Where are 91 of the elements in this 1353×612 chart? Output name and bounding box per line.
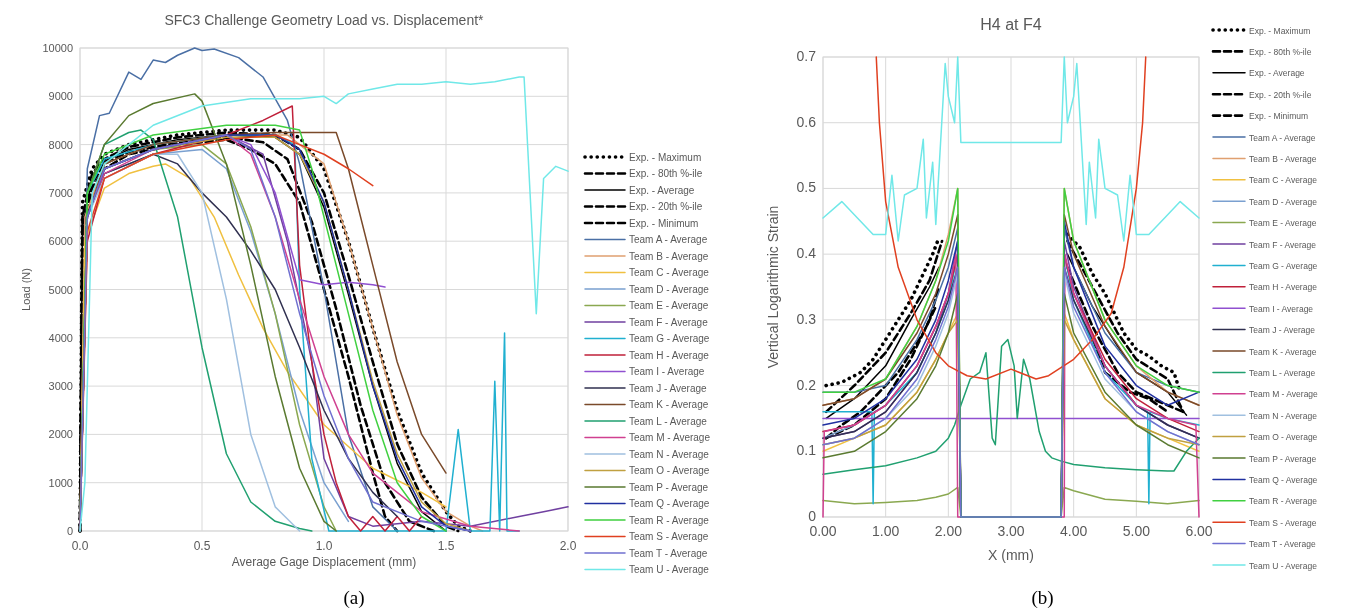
legend-label: Team I - Average	[1249, 303, 1314, 314]
legend-label: Team A - Average	[629, 234, 708, 245]
y-tick-label: 0.5	[796, 179, 817, 196]
x-tick-label: 6.00	[1185, 523, 1213, 539]
y-tick-label: 0.7	[796, 48, 817, 64]
x-tick-label: 5.00	[1122, 523, 1151, 539]
chart-title: SFC3 Challenge Geometry Load vs. Displacement*	[164, 12, 485, 28]
legend-label: Team E - Average	[1249, 218, 1317, 229]
legend-label: Team I - Average	[629, 366, 705, 377]
y-tick-label: 0.2	[796, 376, 817, 393]
legend-label: Team U - Average	[1249, 560, 1318, 571]
x-tick-label: 1.00	[872, 523, 900, 539]
legend-label: Team K - Average	[1249, 346, 1317, 357]
y-axis-title: Vertical Logarithmic Strain	[765, 205, 781, 369]
text: (a)	[343, 587, 365, 609]
x-axis-title: Average Gage Displacement (mm)	[231, 555, 417, 569]
legend-label: Team O - Average	[629, 465, 710, 476]
legend-label: Team J - Average	[629, 382, 708, 394]
y-tick-label: 5000	[48, 283, 73, 296]
y-axis-title: Load (N)	[20, 268, 32, 311]
legend-label: Team O - Average	[1249, 432, 1318, 443]
legend-label: Team F - Average	[629, 316, 709, 328]
y-tick-label: 2000	[48, 428, 73, 441]
x-tick-label: 0.5	[193, 539, 211, 553]
legend-label: Exp. - Maximum	[629, 151, 702, 163]
legend-label: Team N - Average	[1249, 410, 1318, 421]
legend-label: Team N - Average	[629, 448, 710, 460]
legend-label: Team P - Average	[1249, 453, 1317, 464]
x-tick-label: 2.00	[934, 523, 963, 539]
y-tick-label: 10000	[42, 42, 73, 54]
legend-label: Exp. - 80th %-ile	[1249, 46, 1312, 57]
legend-label: Team S - Average	[1249, 517, 1317, 528]
legend-label: Team T - Average	[1249, 539, 1316, 550]
y-tick-label: 3000	[48, 380, 73, 393]
legend-label: Team T - Average	[629, 547, 708, 559]
legend-label: Exp. - Average	[1249, 68, 1305, 79]
y-tick-label: 4000	[48, 331, 73, 344]
chart-title: H4 at F4	[980, 16, 1042, 33]
x-tick-label: 1.0	[315, 539, 333, 553]
legend-label: Team C - Average	[1249, 175, 1318, 186]
legend-label: Team S - Average	[629, 531, 709, 542]
y-tick-label: 0	[808, 508, 817, 524]
legend-label: Team A - Average	[1249, 132, 1316, 143]
legend-label: Team G - Average	[1249, 260, 1318, 271]
y-tick-label: 0.6	[796, 113, 817, 130]
legend-label: Exp. - Average	[629, 184, 695, 196]
x-tick-label: 1.5	[437, 539, 455, 553]
legend-label: Exp. - 20th %-ile	[629, 201, 703, 212]
legend-label: Team C - Average	[629, 267, 710, 278]
legend-label: Exp. - Minimum	[1249, 111, 1309, 122]
legend-label: Team Q - Average	[1249, 474, 1318, 485]
legend-label: Exp. - 80th %-ile	[629, 168, 703, 179]
legend-label: Team U - Average	[629, 564, 710, 575]
legend-label: Team B - Average	[629, 250, 709, 262]
x-tick-label: 0.00	[809, 523, 837, 539]
legend-label: Team R - Average	[629, 514, 710, 526]
x-axis-title: X (mm)	[988, 547, 1034, 563]
y-tick-label: 0.3	[796, 310, 817, 327]
y-tick-label: 8000	[48, 138, 73, 151]
y-tick-label: 9000	[48, 90, 73, 103]
x-tick-label: 4.00	[1060, 523, 1088, 539]
legend-label: Exp. - Maximum	[1249, 25, 1311, 36]
legend-label: Team L - Average	[629, 415, 708, 427]
legend-label: Team K - Average	[629, 399, 709, 410]
legend-label: Team M - Average	[1249, 389, 1319, 400]
legend-label: Team P - Average	[629, 481, 709, 493]
legend-label: Team B - Average	[1249, 153, 1317, 164]
legend-label: Team Q - Average	[629, 498, 710, 509]
x-tick-label: 0.0	[71, 539, 89, 553]
legend-label: Team E - Average	[629, 300, 709, 311]
legend-label: Team R - Average	[1249, 496, 1318, 507]
y-tick-label: 0.1	[796, 442, 817, 459]
legend-label: Team D - Average	[629, 283, 710, 295]
legend-label: Exp. - Minimum	[629, 217, 699, 229]
legend-label: Team L - Average	[1249, 367, 1316, 378]
y-tick-label: 1000	[48, 476, 73, 489]
legend-label: Team D - Average	[1249, 196, 1318, 207]
legend-label: Team J - Average	[1249, 325, 1316, 336]
legend-label: Team H - Average	[629, 349, 710, 361]
legend-label: Team G - Average	[629, 333, 710, 344]
y-tick-label: 0.4	[796, 245, 817, 262]
legend-label: Team F - Average	[1249, 239, 1317, 250]
legend-label: Exp. - 20th %-ile	[1249, 89, 1312, 100]
x-tick-label: 2.0	[559, 539, 577, 553]
y-tick-label: 0	[66, 525, 73, 537]
text: (b)	[1031, 587, 1054, 609]
y-tick-label: 6000	[48, 235, 73, 248]
y-tick-label: 7000	[48, 186, 73, 199]
legend-label: Team H - Average	[1249, 282, 1318, 293]
legend-label: Team M - Average	[629, 432, 711, 443]
x-tick-label: 3.00	[997, 523, 1025, 539]
